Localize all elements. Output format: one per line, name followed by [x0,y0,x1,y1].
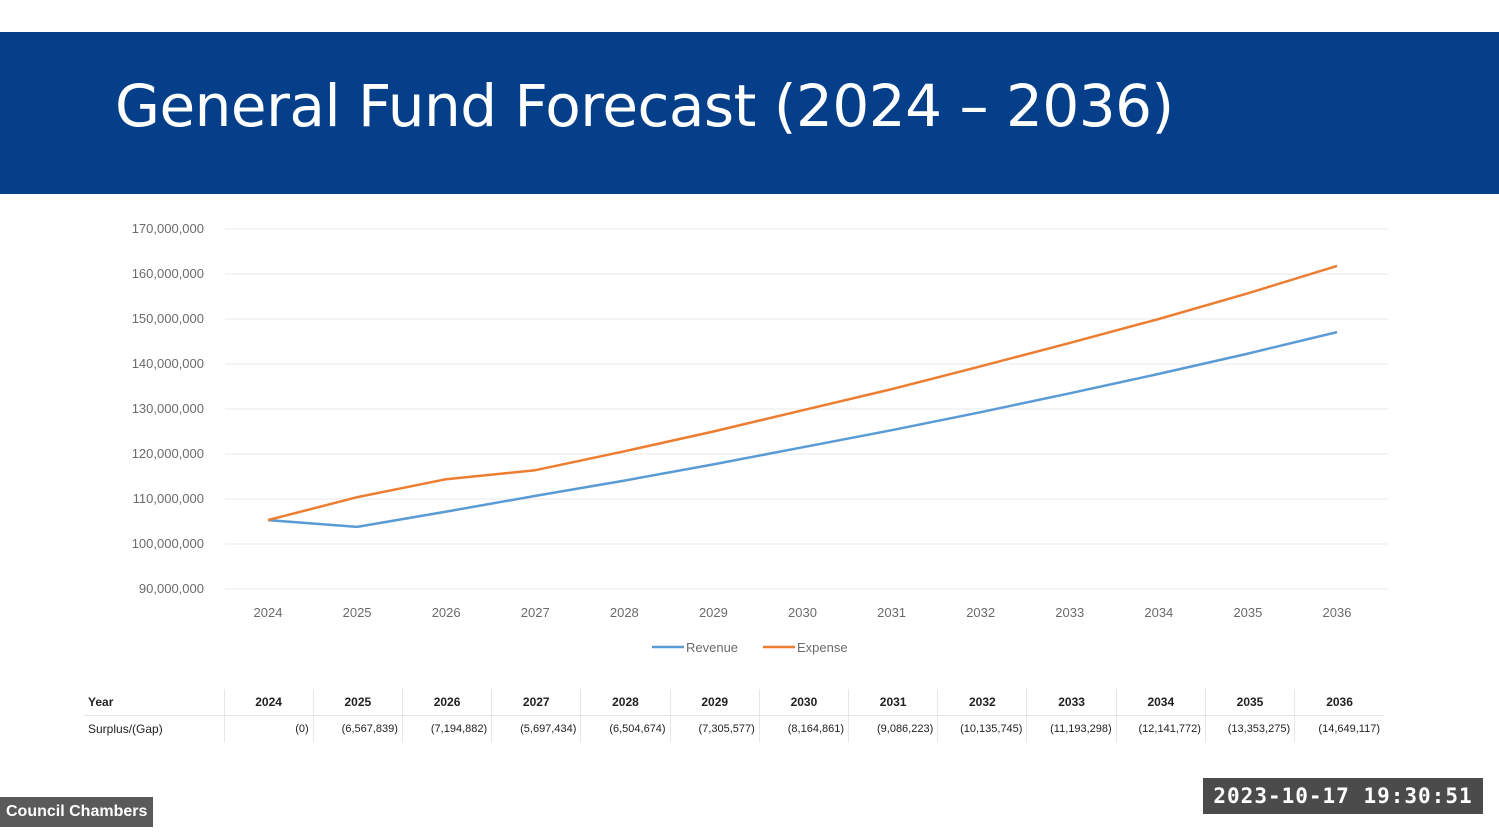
chart-series [267,264,1338,529]
table-surplus-cell: (7,305,577) [670,715,760,742]
table-year-cell: 2036 [1294,689,1384,716]
table-surplus-cell: (7,194,882) [402,715,493,742]
x-tick-label: 2032 [966,605,995,620]
x-tick-label: 2030 [788,605,817,620]
table-year-cell: 2030 [759,689,850,716]
table-year-cell: 2029 [670,689,760,716]
table-surplus-cell: (10,135,745) [937,715,1028,742]
x-tick-label: 2026 [432,605,461,620]
y-tick-label: 150,000,000 [132,311,204,326]
table-surplus-cell: (8,164,861) [759,715,850,742]
table-header-row: Year 2024 2025 2026 2027 2028 2029 2030 2031 203… [84,689,1384,716]
timestamp-overlay: 2023-10-17 19:30:51 [1203,778,1483,814]
y-tick-label: 170,000,000 [132,221,204,236]
table-year-cell: 2034 [1116,689,1206,716]
x-tick-label: 2024 [254,605,283,620]
table-year-cell: 2032 [937,689,1028,716]
x-tick-label: 2025 [343,605,372,620]
table-year-cell: 2035 [1205,689,1296,716]
chart-gridlines [225,228,1388,590]
y-axis-tick-labels: 90,000,000 100,000,000 110,000,000 120,000,… [132,221,204,596]
table-year-cell: 2027 [491,689,582,716]
x-tick-label: 2027 [521,605,550,620]
table-surplus-cell: (9,086,223) [848,715,939,742]
x-tick-label: 2035 [1233,605,1262,620]
y-tick-label: 130,000,000 [132,401,204,416]
y-tick-label: 100,000,000 [132,536,204,551]
x-tick-label: 2031 [877,605,906,620]
table-surplus-cell: (11,193,298) [1026,715,1117,742]
table-year-cell: 2028 [580,689,671,716]
x-axis-tick-labels: 2024 2025 2026 2027 2028 2029 2030 2031 2032 2033… [254,605,1352,620]
table-year-cell: 2033 [1026,689,1117,716]
table-year-cell: 2024 [224,689,314,716]
table-year-cell: 2031 [848,689,939,716]
x-tick-label: 2034 [1144,605,1173,620]
table-surplus-cell: (13,353,275) [1205,715,1296,742]
x-tick-label: 2033 [1055,605,1084,620]
slide-title: General Fund Forecast (2024 – 2036) [115,72,1174,140]
table-surplus-cell: (6,504,674) [580,715,671,742]
year-row-label: Year [84,689,225,716]
table-year-cell: 2025 [313,689,403,716]
table-surplus-cell: (5,697,434) [491,715,582,742]
x-tick-label: 2028 [610,605,639,620]
revenue-series-line [267,330,1338,529]
x-tick-label: 2029 [699,605,728,620]
title-banner [0,32,1499,194]
expense-series-line [267,264,1338,522]
forecast-line-chart: 90,000,000 100,000,000 110,000,000 120,000,… [132,221,1388,655]
y-tick-label: 140,000,000 [132,356,204,371]
surplus-row-label: Surplus/(Gap) [84,715,225,742]
surplus-gap-table: Year 2024 2025 2026 2027 2028 2029 2030 2031 203… [84,689,1384,742]
table-surplus-cell: (6,567,839) [313,715,403,742]
x-tick-label: 2036 [1323,605,1352,620]
y-tick-label: 110,000,000 [133,491,204,506]
table-surplus-cell: (14,649,117) [1318,723,1380,735]
table-surplus-row: Surplus/(Gap) (0) (6,567,839) (7,194,882)(… [84,715,1384,742]
y-tick-label: 160,000,000 [132,266,204,281]
chart-legend: Revenue Expense [652,640,848,655]
legend-label: Revenue [686,640,738,655]
venue-label: Council Chambers [0,797,154,827]
y-tick-label: 90,000,000 [139,581,204,596]
y-tick-label: 120,000,000 [132,446,204,461]
table-surplus-cell: (0) [224,715,314,742]
table-surplus-cell: (12,141,772) [1116,715,1206,742]
legend-label: Expense [797,640,848,655]
table-year-cell: 2026 [402,689,493,716]
